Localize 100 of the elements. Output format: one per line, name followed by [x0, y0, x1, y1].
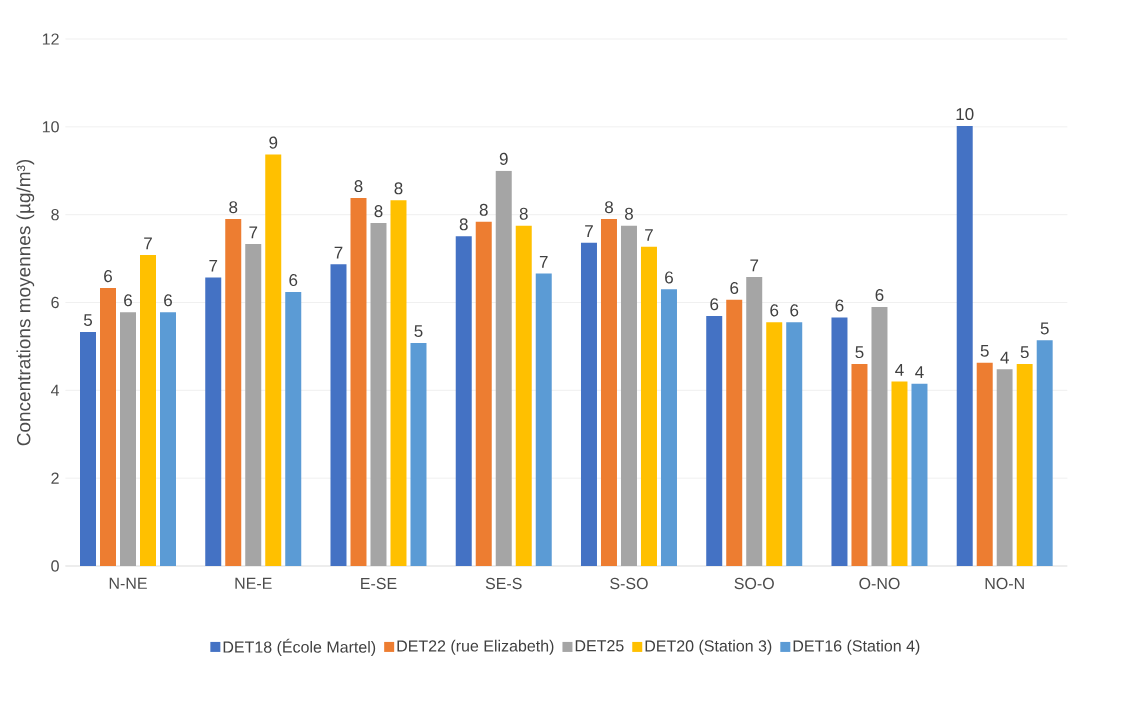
bar	[996, 369, 1013, 566]
bar	[891, 381, 908, 566]
bar	[660, 289, 677, 566]
data-label: 6	[164, 294, 172, 307]
bar	[851, 363, 868, 566]
bar	[495, 170, 512, 566]
x-tick-label: NE-E	[235, 577, 272, 589]
data-label: 6	[104, 270, 112, 283]
data-label: 6	[124, 294, 132, 307]
bar	[370, 223, 387, 566]
data-label: 6	[835, 299, 844, 312]
bar	[535, 273, 552, 566]
y-tick-label: 10	[42, 121, 59, 133]
bar	[1036, 340, 1053, 566]
x-tick-label: SO-O	[734, 577, 774, 590]
data-label: 7	[144, 237, 152, 250]
data-label: 5	[980, 344, 989, 357]
bar	[410, 342, 427, 566]
legend-label: DET18 (École Martel)	[223, 638, 376, 656]
data-label: 8	[624, 207, 633, 220]
bar	[786, 322, 803, 566]
data-label: 8	[354, 180, 363, 193]
bar	[766, 322, 783, 566]
bar	[285, 291, 302, 566]
data-label: 9	[269, 136, 278, 149]
data-label: 7	[334, 246, 343, 259]
bar	[1016, 363, 1033, 566]
data-label: 7	[209, 259, 218, 272]
data-label: 4	[915, 366, 924, 378]
bar	[640, 246, 657, 566]
bar	[515, 225, 532, 566]
bar	[746, 277, 763, 566]
data-label: 5	[83, 314, 93, 327]
bar	[245, 244, 262, 566]
data-label: 8	[229, 201, 238, 214]
bar	[956, 125, 973, 566]
data-label: 8	[604, 201, 613, 214]
x-tick-label: N-NE	[109, 577, 147, 589]
x-tick-label: SE-S	[485, 577, 522, 590]
data-label: 8	[519, 207, 528, 220]
data-label: 5	[1020, 346, 1029, 359]
bar	[831, 317, 848, 566]
data-label: 7	[539, 255, 548, 268]
data-label: 6	[710, 298, 719, 311]
bar	[390, 200, 407, 566]
bar	[475, 221, 492, 566]
data-label: 5	[1040, 322, 1049, 335]
bar	[100, 288, 116, 566]
data-label: 7	[645, 229, 653, 241]
bar	[726, 299, 743, 566]
y-tick-label: 2	[51, 472, 59, 484]
y-tick-label: 12	[42, 33, 59, 45]
data-label: 7	[249, 226, 258, 239]
y-tick-label: 6	[51, 296, 59, 309]
legend-label: DET16 (Station 4)	[793, 639, 920, 655]
data-label: 10	[956, 108, 974, 121]
bar	[976, 362, 993, 566]
bar	[330, 264, 347, 566]
bar	[580, 242, 597, 566]
y-tick-label: 4	[50, 384, 60, 396]
bar	[455, 236, 472, 566]
bar	[205, 277, 222, 566]
data-label: 8	[459, 218, 468, 231]
data-label: 7	[585, 225, 593, 237]
bar	[911, 383, 928, 566]
bar	[620, 225, 637, 566]
y-axis-title: Concentrations moyennes (µg/m³)	[16, 159, 35, 446]
x-tick-label: NO-N	[985, 577, 1024, 590]
bar	[80, 331, 96, 566]
bar	[160, 312, 176, 566]
data-label: 8	[394, 182, 403, 195]
bar	[871, 306, 888, 566]
bar	[120, 312, 136, 566]
bar	[225, 219, 242, 566]
data-label: 9	[499, 152, 508, 165]
y-tick-label: 0	[51, 560, 59, 572]
bar	[140, 255, 156, 566]
data-label: 4	[895, 363, 904, 376]
data-label: 6	[665, 271, 673, 284]
data-label: 8	[374, 205, 383, 218]
data-label: 6	[790, 304, 799, 317]
y-tick-label: 8	[51, 209, 59, 221]
data-label: 5	[414, 325, 423, 338]
data-label: 4	[1000, 351, 1009, 364]
legend-label: DET20 (Station 3)	[645, 639, 772, 655]
bar	[350, 197, 367, 566]
data-label: 6	[770, 304, 779, 317]
x-tick-label: S-SO	[610, 577, 648, 590]
x-tick-label: O-NO	[859, 577, 900, 590]
legend-label: DET22 (rue Elizabeth)	[397, 639, 554, 655]
data-label: 6	[875, 288, 884, 302]
data-label: 8	[479, 203, 488, 216]
data-label: 7	[750, 259, 759, 272]
data-label: 5	[855, 346, 864, 359]
bar	[706, 316, 723, 566]
legend-label: DET25	[575, 640, 624, 652]
bar	[265, 154, 282, 566]
data-label: 6	[730, 281, 739, 294]
data-label: 6	[289, 274, 298, 287]
bar	[600, 219, 617, 566]
